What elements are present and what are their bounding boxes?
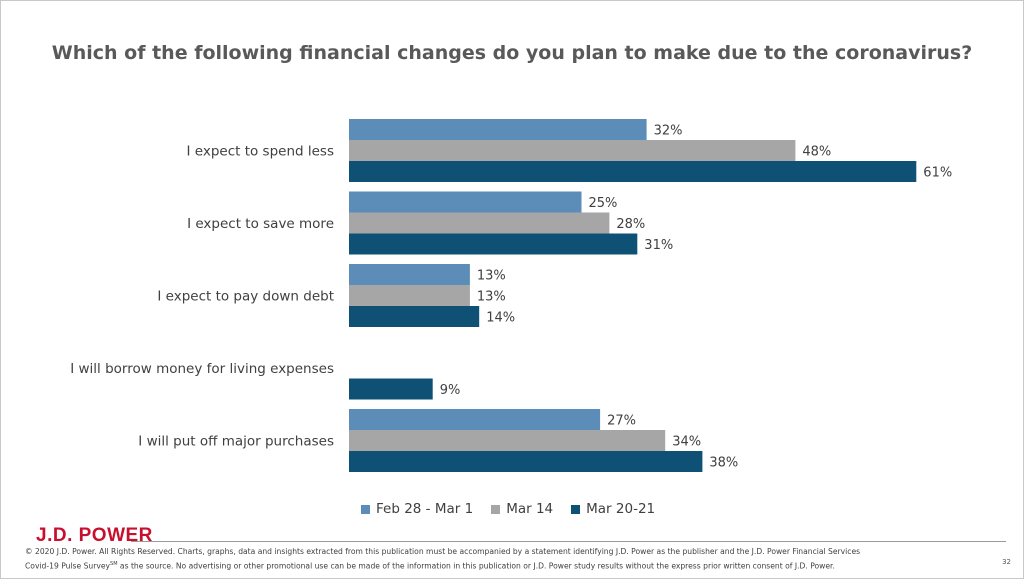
jd-power-logo: J.D. POWER <box>36 525 153 546</box>
footer-survey-name: Covid-19 Pulse Survey <box>25 561 111 571</box>
legend-swatch-mar14 <box>491 504 501 514</box>
legend-swatch-feb <box>361 504 370 514</box>
bar <box>349 233 638 255</box>
copyright-footer: © 2020 J.D. Power. All Rights Reserved. … <box>25 546 975 573</box>
bar-value-label: 32% <box>654 124 683 139</box>
legend-label-mar20: Mar 20-21 <box>586 501 656 517</box>
bar <box>349 306 480 327</box>
bar-value-label: 13% <box>477 290 506 305</box>
legend-swatch-mar20 <box>571 504 581 514</box>
bar <box>349 285 470 306</box>
footer-divider <box>131 541 1006 542</box>
bar <box>349 264 470 285</box>
bar <box>349 430 666 451</box>
bar-value-label: 9% <box>440 383 461 398</box>
category-label: I expect to pay down debt <box>157 289 334 305</box>
bar-value-label: 31% <box>644 238 673 253</box>
footer-line-2: Covid-19 Pulse SurveySM as the source. N… <box>25 558 975 573</box>
bar-value-label: 28% <box>616 217 645 232</box>
bar-value-label: 38% <box>709 456 738 471</box>
bar-value-label: 25% <box>589 196 618 211</box>
legend-item-mar20: Mar 20-21 <box>571 501 655 517</box>
page-number: 32 <box>1002 558 1011 566</box>
bar <box>349 451 703 472</box>
bar <box>349 119 647 140</box>
footer-line-2-rest: as the source. No advertising or other p… <box>117 561 835 571</box>
bar-value-label: 14% <box>486 311 515 326</box>
legend-item-mar14: Mar 14 <box>491 501 553 517</box>
bar <box>349 212 610 234</box>
bar-value-label: 27% <box>607 414 636 429</box>
bar <box>349 191 582 213</box>
footer-service-mark: SM <box>110 561 118 567</box>
bar-value-label: 61% <box>923 166 952 181</box>
footer-line-1: © 2020 J.D. Power. All Rights Reserved. … <box>25 547 861 556</box>
bar-value-label: 48% <box>802 145 831 160</box>
category-label: I expect to spend less <box>186 144 334 160</box>
bar <box>349 140 796 161</box>
legend-label-feb: Feb 28 - Mar 1 <box>376 501 474 517</box>
category-label: I will put off major purchases <box>138 434 334 450</box>
category-label: I will borrow money for living expenses <box>70 361 334 377</box>
legend-label-mar14: Mar 14 <box>506 501 554 517</box>
category-label: I expect to save more <box>187 216 334 232</box>
bar-value-label: 13% <box>477 269 506 284</box>
bar <box>349 409 601 430</box>
chart-legend: Feb 28 - Mar 1 Mar 14 Mar 20-21 <box>361 501 655 517</box>
bar <box>349 161 917 182</box>
bar-chart: I expect to spend less 32% 48% 61% I expect … <box>70 119 952 472</box>
legend-item-feb: Feb 28 - Mar 1 <box>361 501 473 517</box>
bar <box>349 378 433 400</box>
chart-title: Which of the following financial changes… <box>51 42 973 64</box>
bar-value-label: 34% <box>672 435 701 450</box>
